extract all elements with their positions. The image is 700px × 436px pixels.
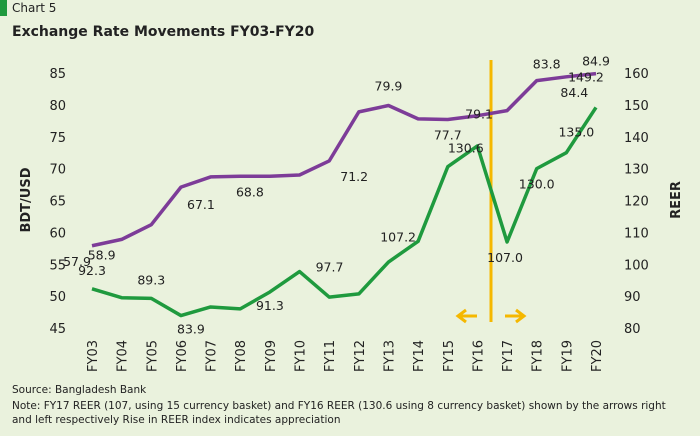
- y-tick-label: 80: [49, 99, 66, 114]
- data-label: 58.9: [88, 247, 116, 262]
- data-label: 71.2: [340, 169, 368, 184]
- y-axis-label: BDT/USD: [19, 167, 34, 232]
- y2-tick-label: 120: [624, 195, 649, 210]
- label-marker: [0, 0, 7, 16]
- y-tick-label: 55: [49, 258, 66, 273]
- x-tick-label: FY11: [323, 340, 338, 372]
- x-tick-label: FY19: [560, 340, 575, 372]
- y2-tick-label: 80: [624, 322, 641, 337]
- y-tick-label: 70: [49, 163, 66, 178]
- x-tick-label: FY15: [442, 340, 457, 372]
- data-label: 84.9: [582, 54, 610, 69]
- data-label: 57.9: [63, 254, 91, 269]
- data-label: 130.6: [448, 141, 484, 156]
- y2-tick-label: 140: [624, 131, 649, 146]
- data-label: 84.4: [560, 85, 588, 100]
- x-tick-label: FY03: [86, 340, 101, 372]
- x-tick-label: FY20: [590, 340, 605, 372]
- x-tick-label: FY10: [294, 340, 309, 372]
- arrow-right: [505, 308, 527, 324]
- y-tick-label: 45: [49, 322, 66, 337]
- series-line: [91, 71, 597, 248]
- x-tick-label: FY09: [264, 340, 279, 372]
- x-tick-label: FY08: [234, 340, 249, 372]
- data-label: 130.0: [519, 177, 555, 192]
- y2-tick-label: 100: [624, 258, 649, 273]
- x-tick-label: FY04: [116, 340, 131, 372]
- data-label: 107.0: [487, 250, 523, 265]
- data-label: 107.2: [380, 229, 416, 244]
- y2-tick-label: 150: [624, 99, 649, 114]
- data-label: 79.1: [465, 107, 493, 122]
- y2-tick-label: 160: [624, 67, 649, 82]
- y2-tick-label: 130: [624, 163, 649, 178]
- data-label: 68.8: [236, 184, 264, 199]
- y-tick-label: 85: [49, 67, 66, 82]
- y2-tick-label: 110: [624, 226, 649, 241]
- series-line: [91, 106, 598, 318]
- source: Source: Bangladesh Bank: [12, 384, 147, 396]
- data-label: 149.2: [568, 69, 604, 84]
- chart-label: Chart 5: [12, 1, 56, 15]
- x-tick-label: FY17: [501, 340, 516, 372]
- x-tick-label: FY13: [382, 340, 397, 372]
- data-label: 79.9: [375, 79, 403, 94]
- data-label: 92.3: [78, 263, 106, 278]
- x-tick-label: FY12: [353, 340, 368, 372]
- y-tick-label: 50: [49, 290, 66, 305]
- data-label: 91.3: [256, 298, 284, 313]
- data-label: 97.7: [316, 260, 344, 275]
- y-tick-label: 75: [49, 131, 66, 146]
- x-tick-label: FY14: [412, 340, 427, 372]
- y2-tick-label: 90: [624, 290, 641, 305]
- y-tick-label: 60: [49, 226, 66, 241]
- x-tick-label: FY05: [145, 340, 160, 372]
- data-label: 89.3: [137, 272, 165, 287]
- x-tick-label: FY18: [531, 340, 546, 372]
- data-label: 135.0: [558, 125, 594, 140]
- x-tick-label: FY16: [471, 340, 486, 372]
- note: Note: FY17 REER (107, using 15 currency …: [12, 400, 666, 412]
- data-label: 83.9: [177, 322, 205, 337]
- y2-axis-label: REER: [669, 181, 684, 219]
- data-label: 67.1: [187, 197, 215, 212]
- x-tick-label: FY06: [175, 340, 190, 372]
- note: and left respectively Rise in REER index…: [12, 414, 340, 426]
- x-tick-label: FY07: [205, 340, 220, 372]
- chart-title: Exchange Rate Movements FY03-FY20: [12, 24, 315, 40]
- data-label: 83.8: [533, 57, 561, 72]
- arrow-left: [455, 308, 477, 324]
- data-label: 77.7: [434, 128, 462, 143]
- y-tick-label: 65: [49, 195, 66, 210]
